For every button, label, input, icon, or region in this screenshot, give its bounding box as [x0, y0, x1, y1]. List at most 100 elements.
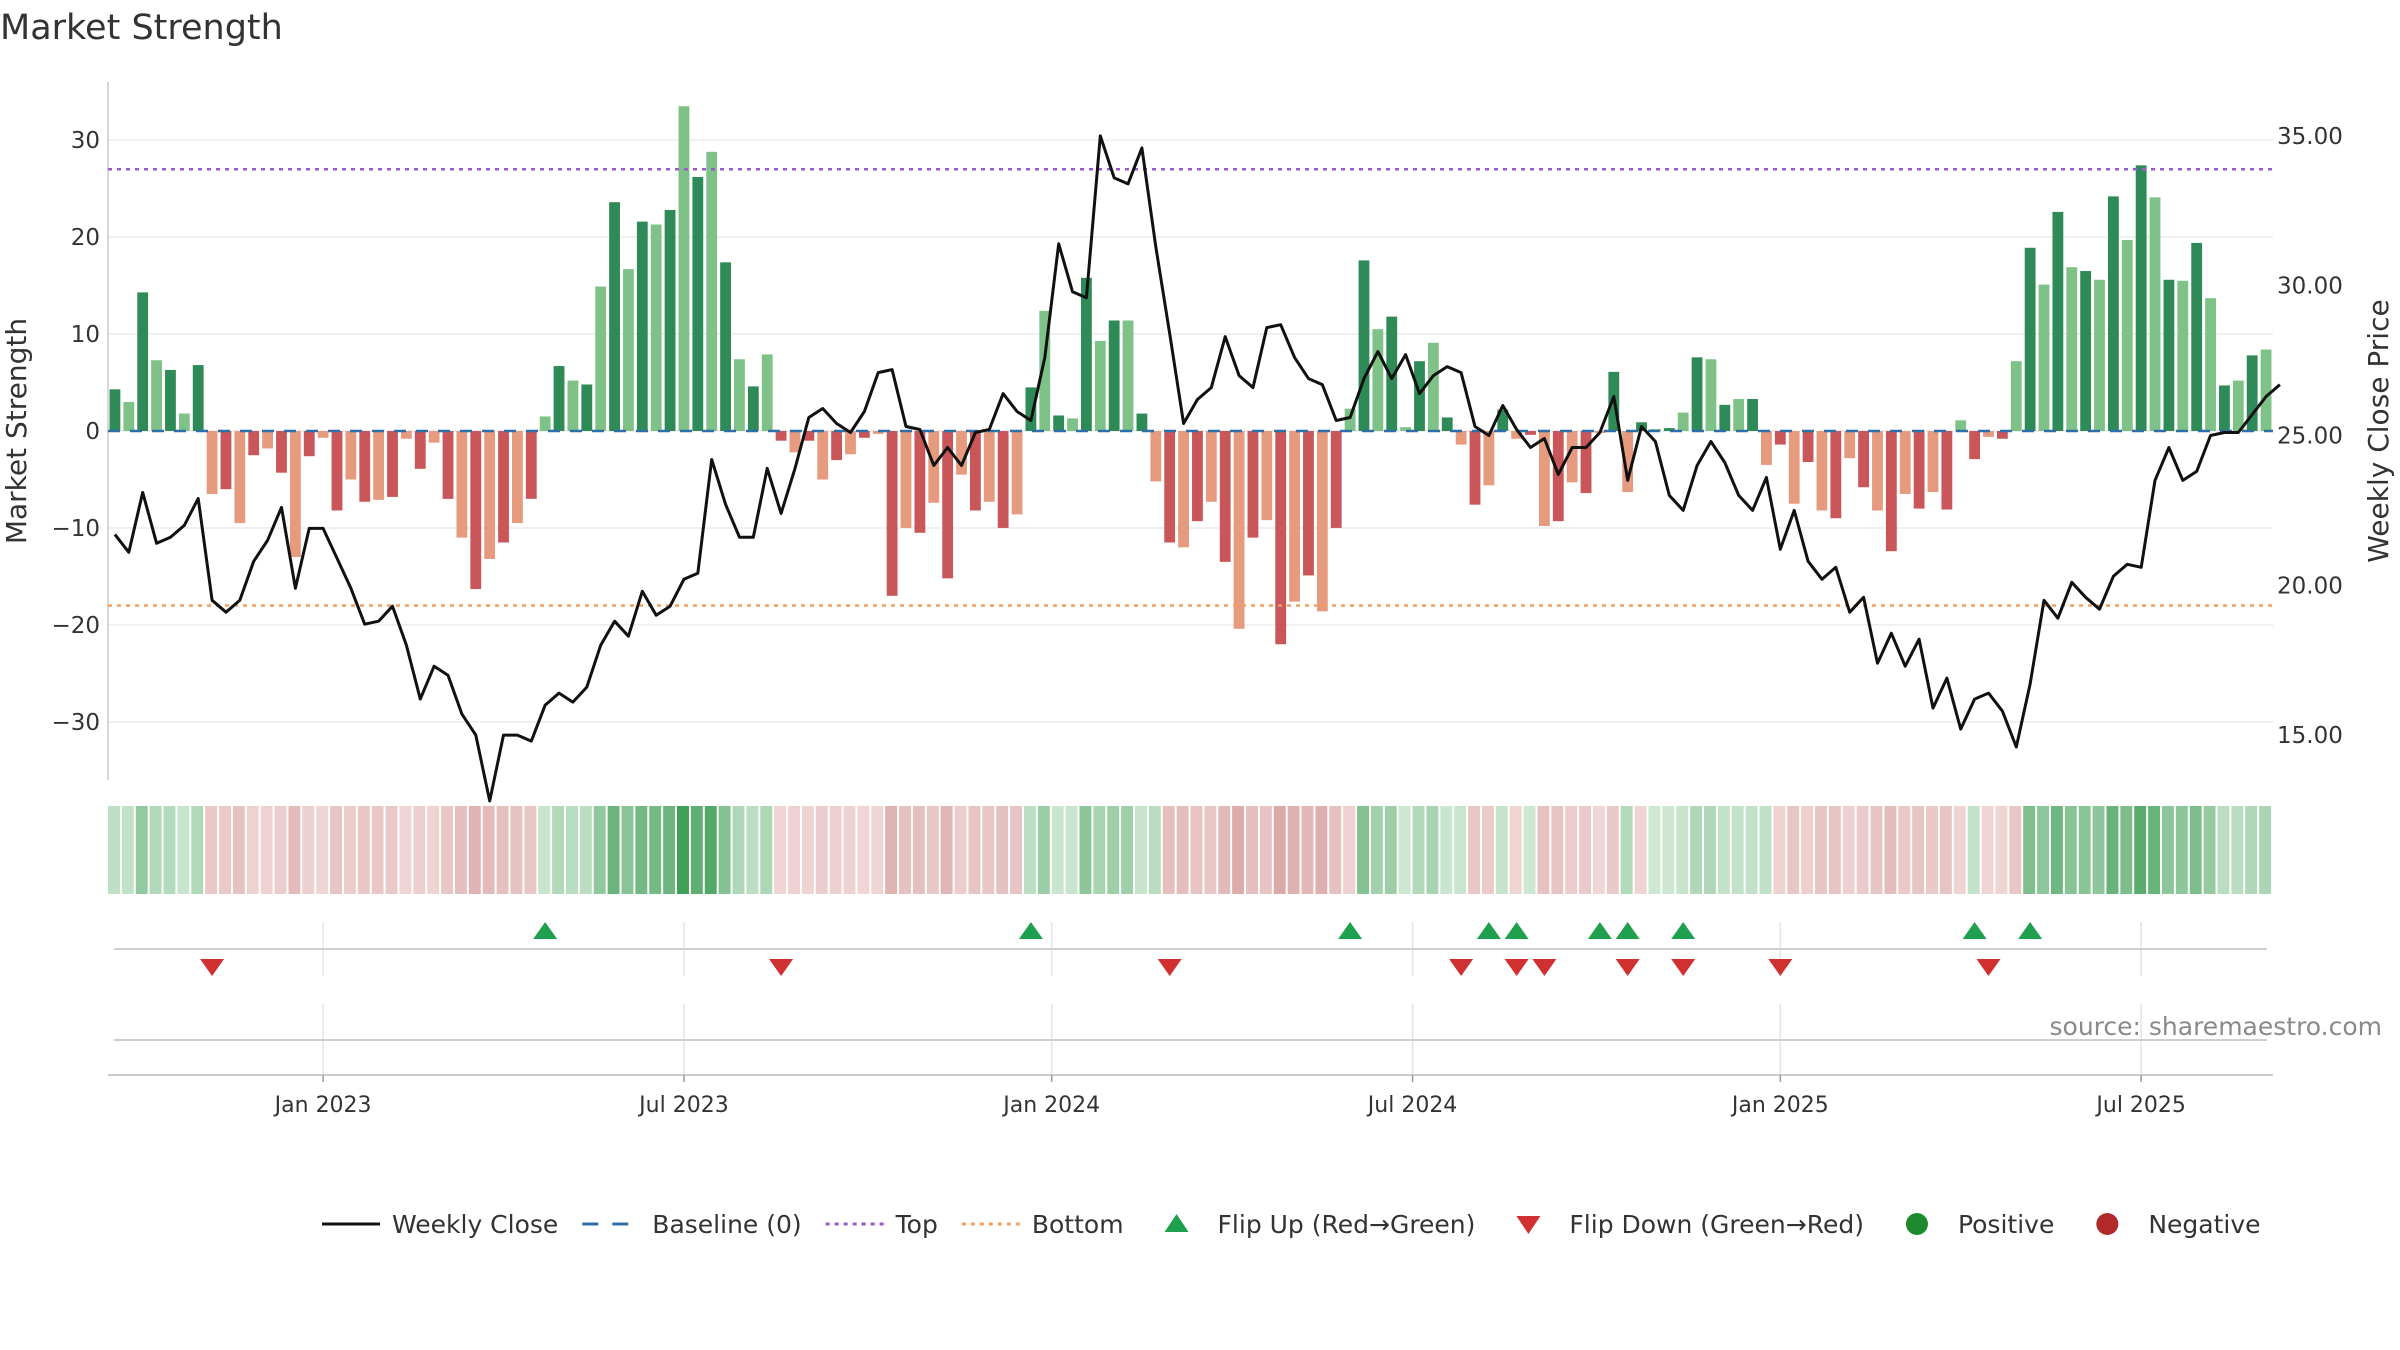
strength-bar [1705, 359, 1717, 431]
heat-cell [1634, 806, 1647, 894]
heat-cell [857, 806, 870, 894]
strength-bar [831, 431, 843, 461]
heat-cell [149, 806, 162, 894]
legend-label-baseline: Baseline (0) [652, 1210, 801, 1239]
legend-label-bottom: Bottom [1032, 1210, 1124, 1239]
heat-cell [1454, 806, 1467, 894]
heat-cell [1301, 806, 1314, 894]
heat-cell [732, 806, 745, 894]
strength-bar [706, 151, 718, 432]
heat-cell [621, 806, 634, 894]
strength-bar [1719, 404, 1731, 431]
heat-cell [2259, 806, 2272, 894]
strength-bar [803, 431, 815, 441]
flip-up-marker [1587, 922, 1612, 939]
y2-tick-label: 35.00 [2277, 124, 2343, 150]
heat-cell [538, 806, 551, 894]
heat-cell [1204, 806, 1217, 894]
strength-bar [997, 431, 1009, 528]
heat-cell [899, 806, 911, 894]
heat-cell [954, 806, 967, 894]
heat-cell [871, 806, 884, 894]
heat-cell [468, 806, 481, 894]
strength-bar [1941, 431, 1953, 510]
y2-tick-label: 25.00 [2277, 423, 2343, 449]
strength-bar [1261, 431, 1273, 521]
heat-cell [1329, 806, 1342, 894]
strength-bar [1414, 361, 1425, 431]
heat-cell [2231, 806, 2244, 894]
legend-swatch-negative [2096, 1213, 2119, 1235]
strength-bar [1164, 431, 1176, 543]
strength-bar [983, 431, 995, 502]
heat-cell [1926, 806, 1938, 894]
strength-bar [2038, 284, 2050, 431]
heat-cell [1148, 806, 1161, 894]
heat-cell [1023, 806, 1036, 894]
strength-bar [539, 416, 551, 431]
heat-cell [1079, 806, 1092, 894]
heat-cell [968, 806, 981, 894]
strength-bar [1830, 431, 1842, 519]
strength-bar [2094, 279, 2105, 431]
strength-bar [553, 366, 565, 431]
strength-bar [165, 369, 176, 431]
strength-bar [289, 431, 301, 558]
strength-bar [484, 431, 496, 559]
heat-cell [1551, 806, 1564, 894]
flip-down-marker [1449, 959, 1474, 976]
flip-up-marker [1615, 922, 1640, 939]
heat-cell [2189, 806, 2202, 894]
strength-bar [1303, 431, 1314, 576]
strength-bar [456, 431, 468, 538]
heat-cell [663, 806, 676, 894]
heat-cell [399, 806, 412, 894]
heat-cell [690, 806, 703, 894]
heat-cell [1065, 806, 1078, 894]
strength-bar [2080, 271, 2092, 431]
heat-cell [1218, 806, 1231, 894]
heat-cell [1703, 806, 1716, 894]
strength-bar [789, 431, 801, 453]
strength-bar [872, 431, 884, 434]
strength-bar [1761, 431, 1772, 465]
strength-bar [1913, 431, 1925, 509]
heat-cell [1537, 806, 1550, 894]
strength-bar [2177, 280, 2189, 431]
heat-cell [926, 806, 939, 894]
heat-cell [912, 806, 925, 894]
heat-cell [2037, 806, 2050, 894]
strength-bar [1372, 329, 1384, 431]
strength-bar [2121, 240, 2133, 431]
strength-bar [2107, 196, 2119, 431]
heat-cell [940, 806, 953, 894]
heat-cell [1815, 806, 1827, 894]
heat-cell [2120, 806, 2133, 894]
flip-up-marker [533, 922, 558, 939]
heat-cell [205, 806, 218, 894]
heat-cell [552, 806, 565, 894]
heat-cell [746, 806, 759, 894]
strength-bar [1872, 431, 1883, 511]
strength-bar [1802, 431, 1814, 463]
strength-bar [623, 269, 634, 431]
strength-bar [2205, 298, 2216, 431]
strength-bar [1067, 418, 1078, 431]
heat-cell [1953, 806, 1966, 894]
strength-bar [2149, 197, 2161, 431]
heat-cell [1620, 806, 1633, 894]
strength-bar [1566, 431, 1578, 483]
strength-bar [442, 431, 454, 499]
legend-label-positive: Positive [1958, 1210, 2054, 1239]
strength-bar [1788, 431, 1800, 504]
heat-cell [191, 806, 204, 894]
heat-cell [2203, 806, 2216, 894]
strength-bar [511, 431, 523, 524]
heat-cell [843, 806, 856, 894]
heat-cell [815, 806, 828, 894]
heat-cell [649, 806, 662, 894]
heat-cell [885, 806, 898, 894]
y2-axis-label: Weekly Close Price [2362, 299, 2395, 562]
strength-bar [1386, 316, 1398, 431]
strength-bar [956, 431, 967, 475]
